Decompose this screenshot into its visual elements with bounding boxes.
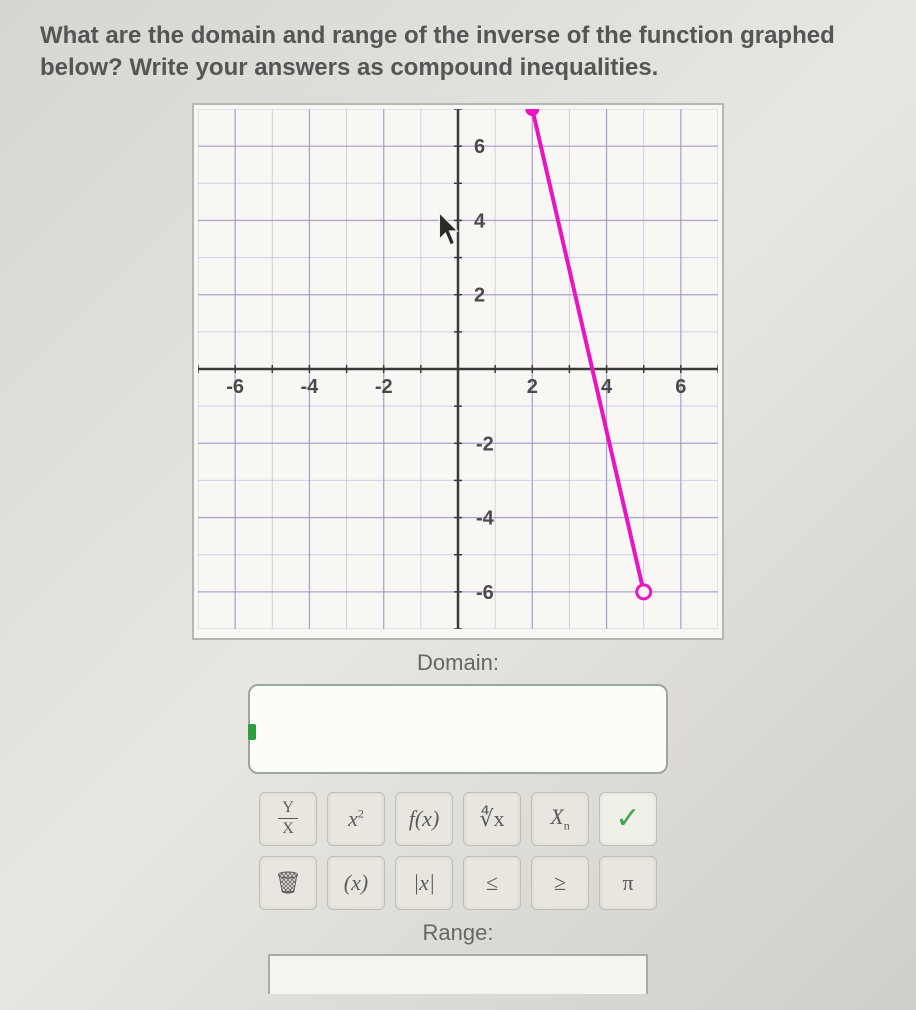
question-text: What are the domain and range of the inv… (40, 20, 876, 85)
svg-text:-2: -2 (375, 376, 393, 398)
svg-text:4: 4 (474, 210, 486, 232)
sub-sub: n (564, 818, 570, 832)
fraction-denominator: X (282, 819, 294, 837)
fraction-numerator: Y (278, 800, 298, 819)
sub-base: X (550, 804, 563, 829)
root-button[interactable]: ∜x (463, 792, 521, 846)
toolbar-row-1: Y X x2 f(x) ∜x Xn ✓ (40, 792, 876, 846)
check-button[interactable]: ✓ (599, 792, 657, 846)
svg-text:-6: -6 (476, 582, 494, 604)
svg-text:4: 4 (601, 376, 613, 398)
greater-equal-button[interactable]: ≥ (531, 856, 589, 910)
less-equal-button[interactable]: ≤ (463, 856, 521, 910)
svg-text:-6: -6 (226, 376, 244, 398)
absolute-value-button[interactable]: |x| (395, 856, 453, 910)
range-answer-wrap (40, 954, 876, 994)
trash-button[interactable]: 🗑 (259, 856, 317, 910)
domain-input[interactable] (248, 684, 668, 774)
range-label: Range: (40, 920, 876, 946)
pi-button[interactable]: π (599, 856, 657, 910)
fraction-button[interactable]: Y X (259, 792, 317, 846)
graph-box: -6 -4 -2 2 4 6 6 4 2 -2 -4 -6 (192, 103, 724, 640)
power-exponent: 2 (358, 806, 364, 820)
svg-text:6: 6 (675, 376, 686, 398)
svg-text:-4: -4 (476, 507, 495, 529)
graph-container: -6 -4 -2 2 4 6 6 4 2 -2 -4 -6 (40, 103, 876, 640)
function-button[interactable]: f(x) (395, 792, 453, 846)
parentheses-button[interactable]: (x) (327, 856, 385, 910)
toolbar-row-2: 🗑 (x) |x| ≤ ≥ π (40, 856, 876, 910)
svg-text:-4: -4 (301, 376, 320, 398)
domain-answer-wrap (40, 684, 876, 774)
svg-text:2: 2 (474, 284, 485, 306)
input-cursor-indicator (248, 724, 256, 740)
graph-svg: -6 -4 -2 2 4 6 6 4 2 -2 -4 -6 (198, 109, 718, 629)
range-input[interactable] (268, 954, 648, 994)
svg-text:2: 2 (527, 376, 538, 398)
svg-text:-2: -2 (476, 433, 494, 455)
domain-label: Domain: (40, 650, 876, 676)
power-button[interactable]: x2 (327, 792, 385, 846)
subscript-button[interactable]: Xn (531, 792, 589, 846)
svg-text:6: 6 (474, 136, 485, 158)
power-base: x (348, 806, 358, 831)
